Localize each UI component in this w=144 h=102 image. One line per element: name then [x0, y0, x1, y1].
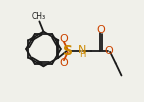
Text: S: S — [63, 44, 73, 58]
Text: O: O — [96, 25, 105, 35]
Text: O: O — [59, 34, 68, 44]
Text: O: O — [59, 58, 68, 68]
Text: CH₃: CH₃ — [32, 12, 46, 21]
Text: N: N — [77, 45, 86, 55]
Text: H: H — [79, 50, 85, 59]
Text: O: O — [105, 46, 114, 56]
